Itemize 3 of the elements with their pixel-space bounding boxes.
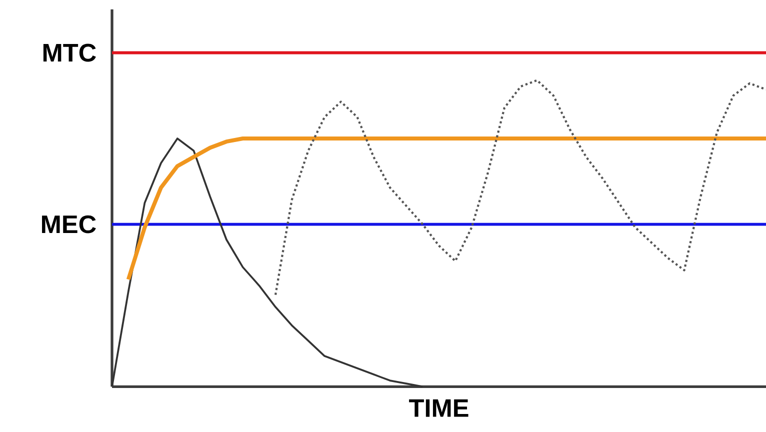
x-axis-title: TIME [409,399,468,417]
ref-line-label: MEC [42,215,96,234]
ref-line-label: MTC [43,44,96,62]
